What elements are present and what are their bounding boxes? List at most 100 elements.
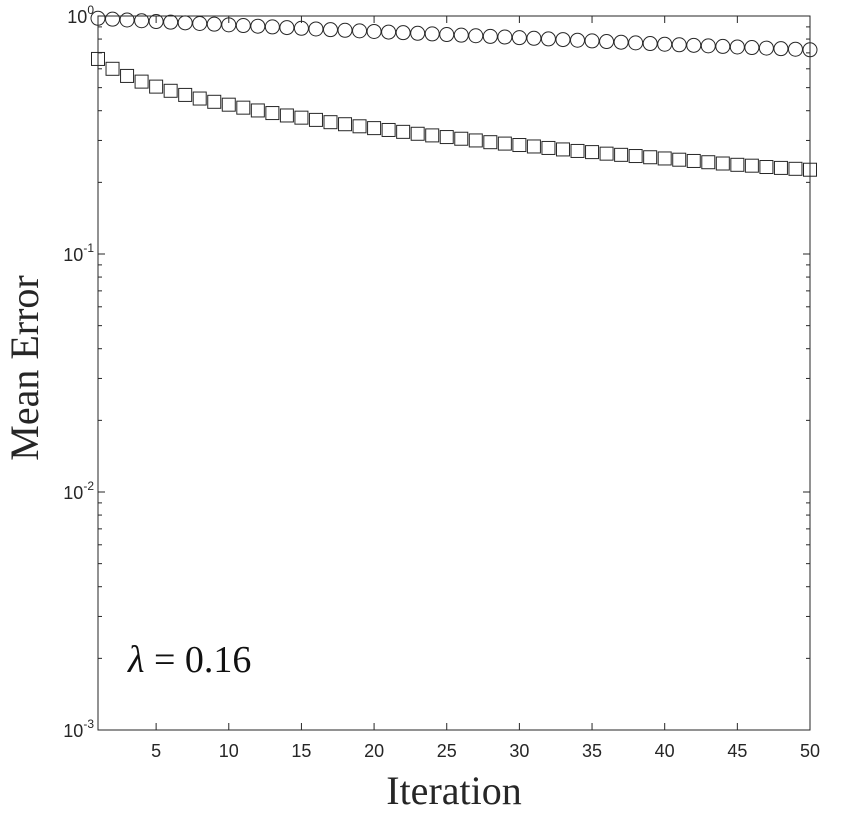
circle-series-point <box>715 38 731 54</box>
circle-series-point <box>497 29 513 45</box>
circle-series-point <box>657 36 673 52</box>
circle-series-point <box>90 10 106 26</box>
square-series-point <box>439 130 454 145</box>
circle-series-point <box>700 38 716 54</box>
square-series-point <box>585 145 600 160</box>
circle-series-point <box>468 28 484 44</box>
circle-series-point <box>555 32 571 48</box>
square-series-point <box>614 147 629 162</box>
square-series-point <box>352 119 367 134</box>
circle-series-point <box>729 39 745 55</box>
y-tick-label: 10-2 <box>63 479 94 503</box>
square-series-point <box>192 91 207 106</box>
square-series-point <box>483 135 498 150</box>
x-tick-label: 15 <box>291 741 311 761</box>
x-tick-label: 50 <box>800 741 820 761</box>
square-series-point <box>599 146 614 161</box>
circle-series-point <box>177 15 193 31</box>
circle-series-point <box>773 41 789 57</box>
x-tick-label: 20 <box>364 741 384 761</box>
circle-series-point <box>206 16 222 32</box>
square-series-point <box>803 162 817 177</box>
square-series-point <box>338 117 353 132</box>
circle-series-point <box>439 27 455 43</box>
circle-series-point <box>526 30 542 46</box>
circle-series-point <box>119 12 135 28</box>
circle-series-point <box>322 22 338 38</box>
circle-series-point <box>235 18 251 34</box>
square-series-point <box>221 97 236 112</box>
square-series-point <box>134 74 149 89</box>
square-series-point <box>715 156 730 171</box>
square-series-point <box>497 136 512 151</box>
circle-series-point <box>584 33 600 49</box>
square-series-point <box>207 94 222 109</box>
circle-series-point <box>381 24 397 40</box>
lambda-symbol: λ <box>127 639 144 681</box>
x-axis-label: Iteration <box>386 768 522 813</box>
circle-series-point <box>642 36 658 52</box>
square-series-point <box>759 160 774 175</box>
square-series-point <box>279 108 294 123</box>
y-tick-label: 10-3 <box>63 717 94 741</box>
square-series-point <box>526 139 541 154</box>
square-series-point <box>294 110 309 125</box>
square-series-point <box>788 161 803 176</box>
square-series-point <box>396 124 411 139</box>
circle-series-point <box>570 32 586 48</box>
square-series-point <box>657 151 672 166</box>
square-series-point <box>367 121 382 136</box>
square-series-point <box>236 100 251 115</box>
circle-series-point <box>424 26 440 42</box>
circle-series-point <box>337 22 353 38</box>
square-series-point <box>163 83 178 98</box>
x-tick-label: 10 <box>219 741 239 761</box>
square-series-point <box>541 140 556 155</box>
circle-series-point <box>628 35 644 51</box>
lambda-annotation: λ = 0.16 <box>127 639 251 681</box>
x-tick-label: 25 <box>437 741 457 761</box>
circle-series-point <box>540 31 556 47</box>
circle-series-point <box>264 19 280 35</box>
circle-series-point <box>148 14 164 30</box>
circle-series-point <box>744 40 760 56</box>
square-series-point <box>105 61 120 76</box>
square-series-point <box>570 143 585 158</box>
square-series-point <box>178 87 193 102</box>
x-tick-label: 40 <box>655 741 675 761</box>
square-series-point <box>628 149 643 164</box>
circle-series-point <box>395 25 411 41</box>
data-series <box>90 10 818 177</box>
square-series-point <box>265 106 280 121</box>
circle-series-point <box>453 27 469 43</box>
circle-series-point <box>613 34 629 50</box>
square-series-point <box>410 126 425 141</box>
square-series-point <box>686 153 701 168</box>
square-series-point <box>744 158 759 173</box>
circle-series-point <box>366 23 382 39</box>
square-series-point <box>91 51 105 66</box>
circle-series-point <box>686 37 702 53</box>
y-tick-label: 100 <box>67 3 94 27</box>
plot-area-frame <box>97 15 811 731</box>
circle-series-point <box>293 20 309 36</box>
square-series-point <box>454 131 469 146</box>
circle-series-point <box>250 18 266 34</box>
x-tick-label: 5 <box>151 741 161 761</box>
square-series-point <box>308 112 323 127</box>
circle-series-point <box>279 20 295 36</box>
square-series-point <box>381 122 396 137</box>
square-series-point <box>512 138 527 153</box>
circle-series-point <box>134 13 150 29</box>
square-series-point <box>323 115 338 130</box>
circle-series-point <box>787 41 803 57</box>
circle-series-point <box>163 14 179 30</box>
square-series-point <box>149 79 164 94</box>
circle-series-point <box>221 17 237 33</box>
circle-series-point <box>758 40 774 56</box>
circle-series-point <box>511 30 527 46</box>
y-tick-label: 10-1 <box>63 241 94 265</box>
square-series-point <box>120 68 135 83</box>
x-tick-label: 35 <box>582 741 602 761</box>
square-series-point <box>555 142 570 157</box>
